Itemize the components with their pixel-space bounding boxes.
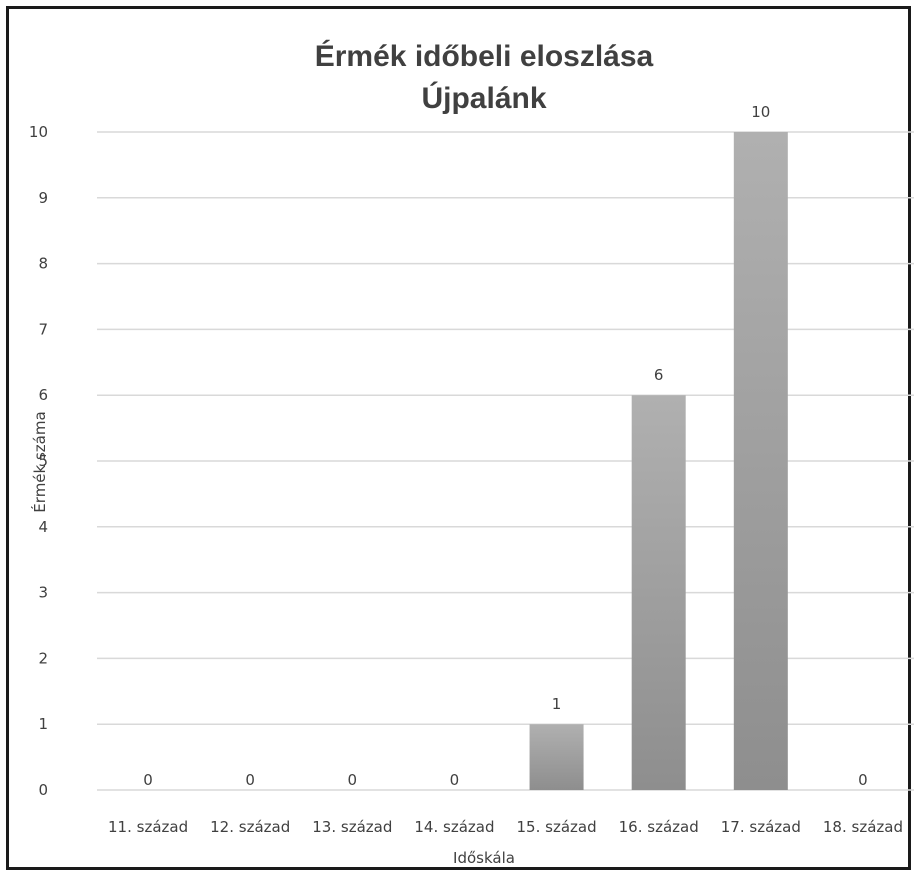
x-tick-label: 14. század bbox=[414, 818, 494, 836]
bars bbox=[529, 132, 788, 790]
x-tick-label: 17. század bbox=[721, 818, 801, 836]
x-tick-label: 13. század bbox=[312, 818, 392, 836]
data-label: 10 bbox=[751, 103, 770, 121]
y-tick-label: 1 bbox=[38, 715, 48, 733]
bar bbox=[529, 724, 584, 790]
y-tick-label: 4 bbox=[38, 518, 48, 536]
x-tick-label: 12. század bbox=[210, 818, 290, 836]
y-tick-label: 8 bbox=[38, 255, 48, 273]
y-tick-label: 2 bbox=[38, 649, 48, 667]
data-label: 0 bbox=[450, 771, 460, 789]
y-tick-label: 3 bbox=[38, 584, 48, 602]
gridlines bbox=[97, 131, 914, 791]
x-axis-title: Időskála bbox=[453, 849, 515, 867]
x-tick-label: 16. század bbox=[619, 818, 699, 836]
y-tick-label: 10 bbox=[29, 123, 48, 141]
data-label: 1 bbox=[552, 695, 562, 713]
data-label: 0 bbox=[143, 771, 153, 789]
y-tick-label: 9 bbox=[38, 189, 48, 207]
y-tick-label: 0 bbox=[38, 781, 48, 799]
y-tick-label: 6 bbox=[38, 386, 48, 404]
data-label: 0 bbox=[245, 771, 255, 789]
x-tick-labels: 11. század 12. század 13. század 14. század… bbox=[108, 818, 903, 836]
bar bbox=[733, 132, 788, 790]
y-tick-labels: 0 1 2 3 4 5 6 7 8 9 10 bbox=[29, 123, 48, 799]
chart-subtitle: Újpalánk bbox=[421, 81, 546, 115]
y-axis-title: Érmék száma bbox=[30, 411, 49, 512]
data-label: 0 bbox=[348, 771, 358, 789]
x-tick-label: 18. század bbox=[823, 818, 903, 836]
y-tick-label: 7 bbox=[38, 320, 48, 338]
chart-title: Érmék időbeli eloszlása bbox=[315, 39, 654, 73]
bar bbox=[631, 395, 686, 790]
data-label: 6 bbox=[654, 366, 664, 384]
data-labels: 0 0 0 0 1 6 10 0 bbox=[143, 103, 867, 789]
x-tick-label: 11. század bbox=[108, 818, 188, 836]
x-tick-label: 15. század bbox=[517, 818, 597, 836]
data-label: 0 bbox=[858, 771, 868, 789]
y-tick-label: 5 bbox=[38, 452, 48, 470]
